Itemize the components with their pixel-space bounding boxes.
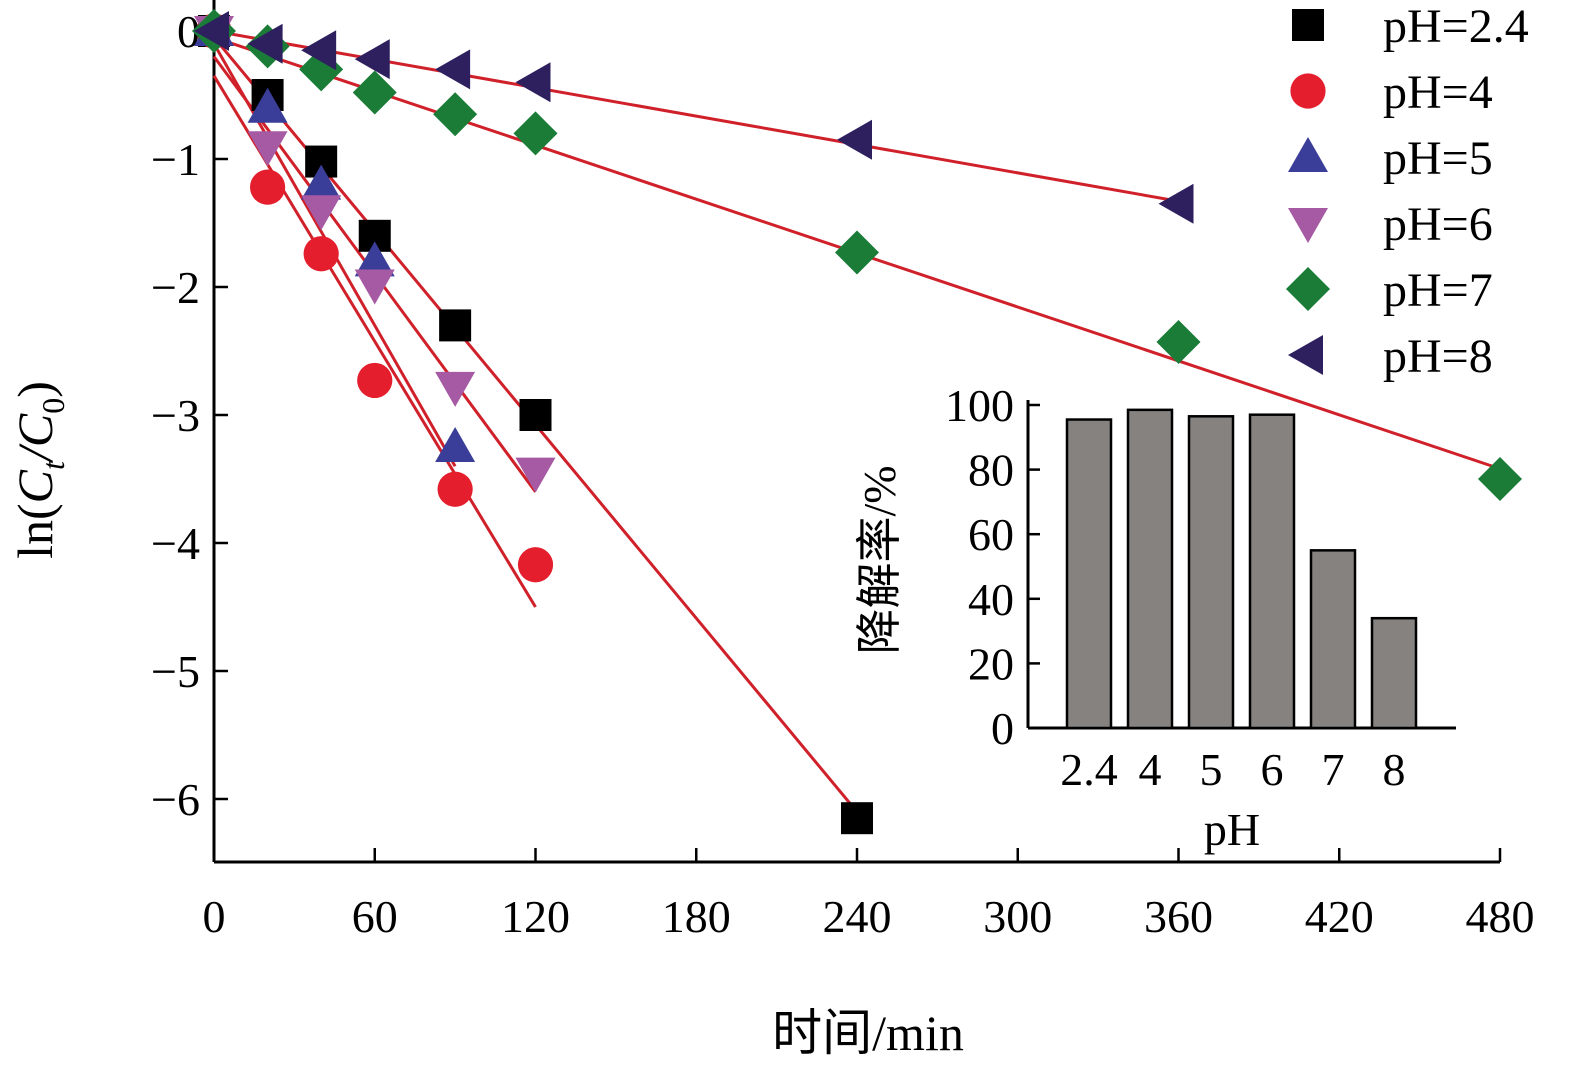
- data-point: [841, 802, 873, 835]
- legend-marker: [1292, 9, 1324, 41]
- y-tick-label: −5: [151, 646, 200, 697]
- data-point: [194, 11, 229, 51]
- data-point: [301, 164, 342, 200]
- x-tick-label: 420: [1305, 891, 1374, 942]
- y-axis-label-part: ): [7, 381, 63, 398]
- main-plot: 0 60 120 180 240 300 360 420 4800−1−2−3−4−5−6时间/…: [7, 0, 1535, 1061]
- legend-marker: [1290, 73, 1326, 109]
- inset-y-tick-label: 80: [968, 445, 1014, 496]
- data-point: [837, 119, 872, 160]
- inset-bar: [1370, 616, 1418, 730]
- legend: pH=2.4 pH=4 pH=5 pH=6 pH=7 pH=8: [1286, 0, 1529, 383]
- legend-label: pH=6: [1383, 198, 1493, 251]
- inset-bar: [1126, 408, 1174, 730]
- inset-x-tick-label: 4: [1139, 744, 1162, 795]
- y-axis-label-part: C: [7, 413, 63, 447]
- inset-bar: [1187, 415, 1235, 730]
- data-point: [1158, 183, 1194, 224]
- data-point: [517, 547, 554, 583]
- inset-bar: [1065, 418, 1113, 730]
- legend-label: pH=5: [1383, 132, 1493, 185]
- inset-y-axis-label: 降解率/%: [854, 465, 905, 654]
- data-point: [354, 269, 395, 305]
- y-axis-label-part: ln(: [7, 503, 63, 559]
- y-axis-label-part: /: [7, 443, 63, 464]
- data-point: [439, 309, 472, 342]
- data-point: [513, 111, 558, 156]
- y-tick-label: −4: [151, 518, 200, 569]
- inset-x-tick-label: 8: [1383, 744, 1406, 795]
- legend-marker: [1288, 335, 1323, 375]
- data-point: [515, 62, 551, 103]
- fit-line: [213, 29, 1179, 203]
- inset-y-tick-label: 0: [991, 703, 1014, 754]
- data-point: [301, 30, 337, 71]
- data-point: [354, 39, 390, 80]
- data-point: [437, 471, 473, 507]
- y-axis-label-part: t: [35, 460, 71, 470]
- data-point: [354, 241, 395, 277]
- data-point: [435, 49, 471, 90]
- inset-x-tick-label: 5: [1200, 744, 1223, 795]
- data-point: [433, 92, 478, 137]
- y-tick-label: −6: [151, 774, 200, 825]
- legend-label: pH=8: [1383, 330, 1493, 383]
- x-tick-label: 0: [203, 891, 226, 942]
- inset-bar-chart: 0 20 40 60 80 100 2.4 4 5 6 7 8 pH 降解率/%: [854, 380, 1456, 855]
- inset-x-tick-label: 7: [1322, 744, 1345, 795]
- inset-x-tick-label: 6: [1261, 744, 1284, 795]
- data-point: [515, 457, 556, 493]
- data-point: [519, 399, 552, 431]
- inset-y-tick-label: 40: [968, 574, 1014, 625]
- inset-bar: [1309, 549, 1357, 730]
- y-axis-label-part: 0: [35, 398, 71, 414]
- x-tick-label: 480: [1466, 891, 1535, 942]
- y-axis-label-part: C: [7, 469, 63, 503]
- legend-label: pH=4: [1383, 66, 1493, 119]
- inset-y-tick-label: 100: [945, 380, 1014, 431]
- x-axis-label: 时间/min: [772, 1005, 964, 1061]
- data-point: [303, 236, 339, 272]
- legend-label: pH=7: [1383, 264, 1493, 317]
- data-point: [1478, 457, 1522, 501]
- x-tick-label: 120: [501, 891, 570, 942]
- legend-marker: [1288, 208, 1328, 243]
- data-point: [247, 87, 288, 123]
- y-axis-label: ln(Ct/C0): [7, 381, 71, 559]
- inset-x-axis-label: pH: [1204, 804, 1260, 855]
- y-tick-label: −2: [151, 262, 200, 313]
- data-point: [1156, 320, 1201, 365]
- data-point: [301, 195, 342, 231]
- data-point: [435, 371, 476, 407]
- inset-y-tick-label: 20: [968, 638, 1014, 689]
- x-tick-label: 300: [983, 891, 1052, 942]
- inset-x-tick-label: 2.4: [1060, 744, 1118, 795]
- x-tick-label: 360: [1144, 891, 1213, 942]
- data-point: [247, 131, 288, 167]
- legend-marker: [1288, 137, 1328, 172]
- inset-bar: [1248, 413, 1296, 730]
- legend-label: pH=2.4: [1383, 0, 1529, 53]
- data-point: [835, 230, 879, 275]
- data-point: [352, 70, 397, 115]
- data-point: [357, 362, 393, 399]
- inset-y-tick-label: 60: [968, 509, 1014, 560]
- x-tick-label: 60: [352, 891, 398, 942]
- x-tick-label: 240: [823, 891, 892, 942]
- data-point: [435, 427, 476, 462]
- y-tick-label: 0: [177, 6, 200, 57]
- y-tick-label: −3: [151, 390, 200, 441]
- x-tick-label: 180: [662, 891, 731, 942]
- y-tick-label: −1: [151, 134, 200, 185]
- legend-marker: [1286, 267, 1330, 311]
- data-point: [249, 169, 286, 205]
- data-point: [247, 23, 283, 64]
